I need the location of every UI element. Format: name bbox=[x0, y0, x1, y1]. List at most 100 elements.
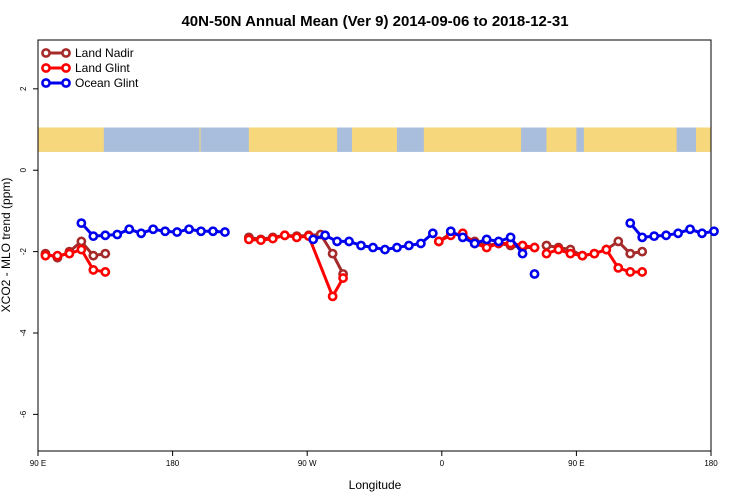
data-point bbox=[415, 238, 426, 249]
data-point bbox=[517, 248, 528, 259]
data-point bbox=[88, 250, 99, 261]
data-point bbox=[481, 242, 492, 253]
map-land bbox=[199, 127, 201, 152]
map-land bbox=[423, 127, 522, 152]
data-point bbox=[327, 248, 338, 259]
plot-frame bbox=[37, 39, 712, 452]
data-point bbox=[220, 227, 230, 237]
data-point bbox=[100, 267, 111, 277]
data-point bbox=[541, 248, 552, 259]
data-point bbox=[172, 227, 182, 237]
y-tick-label: -2 bbox=[19, 248, 28, 256]
data-point bbox=[243, 234, 254, 245]
data-point bbox=[100, 248, 111, 259]
x-tick-label: 0 bbox=[440, 459, 445, 468]
data-point bbox=[338, 273, 348, 283]
data-point bbox=[577, 250, 588, 261]
data-point bbox=[380, 244, 390, 255]
map-land bbox=[583, 127, 677, 152]
data-point bbox=[40, 250, 51, 261]
data-point bbox=[308, 234, 319, 245]
data-point bbox=[613, 262, 624, 273]
legend-marker bbox=[61, 63, 71, 73]
legend-label: Land Glint bbox=[75, 61, 130, 75]
data-point bbox=[267, 233, 278, 244]
data-point bbox=[100, 230, 111, 241]
data-point bbox=[392, 242, 402, 253]
data-point bbox=[685, 224, 695, 235]
map-land bbox=[546, 127, 577, 152]
legend-marker bbox=[61, 78, 71, 88]
data-point bbox=[541, 240, 552, 251]
data-point bbox=[553, 244, 564, 255]
map-land bbox=[352, 127, 397, 152]
data-point bbox=[637, 246, 648, 257]
data-point bbox=[76, 236, 87, 247]
data-point bbox=[356, 240, 366, 251]
data-point bbox=[344, 236, 354, 247]
legend-marker bbox=[41, 78, 51, 88]
data-point bbox=[327, 291, 338, 302]
data-point bbox=[255, 235, 266, 246]
y-tick-label: 2 bbox=[19, 86, 28, 91]
data-point bbox=[637, 267, 648, 277]
data-point bbox=[52, 250, 63, 261]
legend-marker bbox=[61, 48, 71, 58]
x-tick-label: 180 bbox=[166, 459, 180, 468]
data-point bbox=[589, 248, 600, 259]
legend-label: Land Nadir bbox=[75, 46, 134, 60]
legend-marker bbox=[41, 48, 51, 58]
data-point bbox=[661, 230, 672, 241]
data-point bbox=[505, 232, 516, 243]
data-point bbox=[279, 230, 290, 241]
data-point bbox=[196, 226, 206, 237]
data-point bbox=[76, 244, 87, 255]
data-point bbox=[445, 226, 456, 237]
data-point bbox=[124, 224, 135, 235]
map-land bbox=[696, 127, 711, 152]
data-point bbox=[673, 228, 683, 239]
data-point bbox=[403, 240, 414, 251]
data-point bbox=[433, 236, 444, 247]
data-point bbox=[493, 236, 504, 247]
data-point bbox=[112, 229, 123, 240]
data-point bbox=[457, 232, 468, 243]
data-point bbox=[697, 228, 707, 239]
y-axis-label: XCO2 - MLO trend (ppm) bbox=[0, 178, 13, 313]
data-point bbox=[649, 231, 660, 242]
data-point bbox=[637, 232, 648, 243]
data-point bbox=[148, 224, 159, 235]
data-point bbox=[332, 236, 343, 247]
data-point bbox=[320, 230, 331, 241]
data-point bbox=[88, 231, 99, 242]
data-point bbox=[529, 242, 540, 253]
data-point bbox=[625, 218, 636, 229]
data-point bbox=[291, 232, 302, 243]
map-land bbox=[38, 127, 104, 152]
x-axis-label: Longitude bbox=[349, 478, 402, 492]
data-point bbox=[529, 269, 540, 279]
data-point bbox=[625, 267, 636, 277]
data-point bbox=[160, 226, 171, 237]
y-tick-label: 0 bbox=[19, 167, 28, 172]
data-point bbox=[481, 234, 492, 245]
data-point bbox=[565, 248, 576, 259]
map-land bbox=[248, 127, 338, 152]
plot-area: 90 E 180 90 W 0 90 E 180 2 0 -2 -4 -6 bbox=[19, 39, 719, 468]
data-point bbox=[64, 248, 75, 259]
y-tick-label: -4 bbox=[19, 329, 28, 337]
data-point bbox=[88, 265, 99, 275]
data-point bbox=[625, 248, 636, 259]
y-tick-label: -6 bbox=[19, 410, 28, 418]
data-point bbox=[601, 244, 612, 255]
x-tick-label: 90 W bbox=[298, 459, 317, 468]
chart-title: 40N-50N Annual Mean (Ver 9) 2014-09-06 t… bbox=[181, 13, 568, 30]
data-point bbox=[136, 228, 147, 239]
legend-label: Ocean Glint bbox=[75, 76, 139, 90]
x-tick-label: 90 E bbox=[568, 459, 584, 468]
x-tick-label: 180 bbox=[704, 459, 718, 468]
data-point bbox=[709, 226, 719, 237]
data-point bbox=[184, 224, 194, 235]
